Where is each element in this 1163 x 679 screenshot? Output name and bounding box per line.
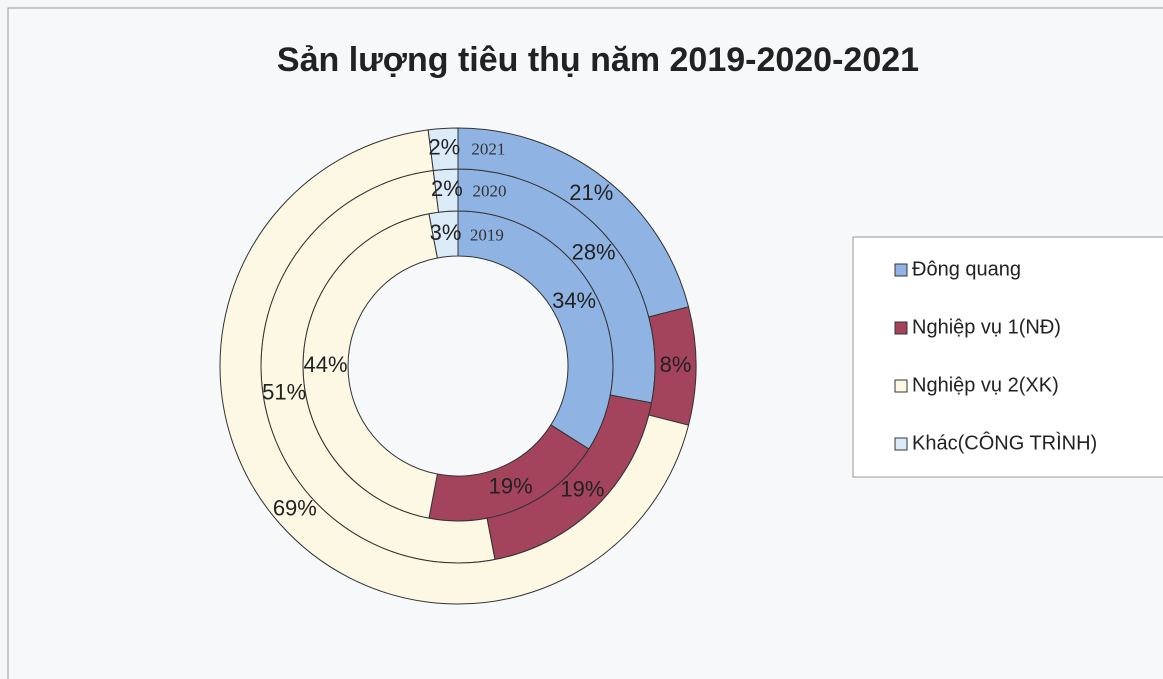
legend-label: Nghiệp vụ 2(XK): [912, 374, 1059, 396]
legend-swatch: [894, 437, 908, 451]
data-label: 8%: [660, 352, 692, 377]
donut-segment: [219, 129, 690, 605]
legend-box: [852, 236, 1163, 478]
data-label: 28%: [572, 240, 616, 265]
legend-swatch: [894, 263, 908, 277]
legend-label: Khác(CÔNG TRÌNH): [912, 431, 1097, 454]
data-label: 2%: [431, 176, 463, 201]
data-label: 51%: [262, 379, 306, 404]
data-label: 19%: [489, 473, 533, 498]
legend-label: Nghiệp vụ 1(NĐ): [912, 316, 1061, 338]
data-label: 44%: [303, 352, 347, 377]
chart-title: Sản lượng tiêu thụ năm 2019-2020-2021: [277, 41, 919, 79]
data-label: 19%: [560, 476, 604, 501]
ring-label: 2019: [470, 226, 504, 245]
legend-swatch: [894, 321, 908, 335]
data-label: 2%: [428, 135, 460, 160]
data-label: 69%: [273, 496, 317, 521]
legend-label: Đông quang: [912, 258, 1021, 280]
legend-swatch: [894, 379, 908, 393]
donut-segment: [427, 127, 459, 172]
data-label: 3%: [430, 220, 462, 245]
ring-label: 2021: [471, 140, 505, 159]
ring-label: 2020: [473, 182, 507, 201]
data-label: 34%: [552, 288, 596, 313]
data-label: 21%: [569, 180, 613, 205]
